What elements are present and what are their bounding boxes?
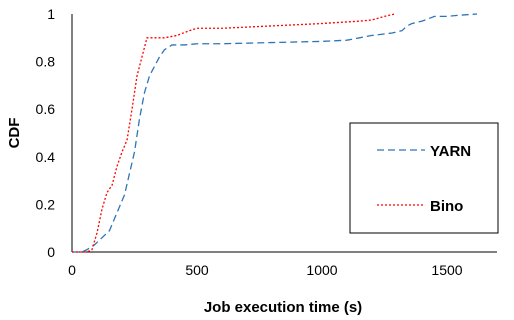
y-tick-label: 0.4 <box>36 149 56 165</box>
x-tick-label: 1000 <box>306 262 337 278</box>
x-tick-labels: 0 500 1000 1500 <box>68 262 463 278</box>
legend-label-yarn: YARN <box>430 143 471 160</box>
x-tick-label: 0 <box>68 262 76 278</box>
x-tick-label: 1500 <box>431 262 462 278</box>
x-axis-title: Job execution time (s) <box>204 299 362 316</box>
y-tick-label: 0.6 <box>36 101 56 117</box>
legend-label-bino: Bino <box>430 198 463 215</box>
y-tick-label: 0 <box>47 244 55 260</box>
axes <box>71 14 497 253</box>
y-tick-label: 0.8 <box>36 54 56 70</box>
x-tick-label: 500 <box>185 262 209 278</box>
y-tick-label: 0.2 <box>36 196 56 212</box>
y-axis-title: CDF <box>6 118 23 149</box>
legend: YARN Bino <box>349 122 499 234</box>
legend-box <box>349 122 499 234</box>
series-line-bino <box>72 13 395 253</box>
y-tick-label: 1 <box>47 6 55 22</box>
series-lines <box>72 13 478 253</box>
y-tick-labels: 0 0.2 0.4 0.6 0.8 1 <box>36 6 56 260</box>
